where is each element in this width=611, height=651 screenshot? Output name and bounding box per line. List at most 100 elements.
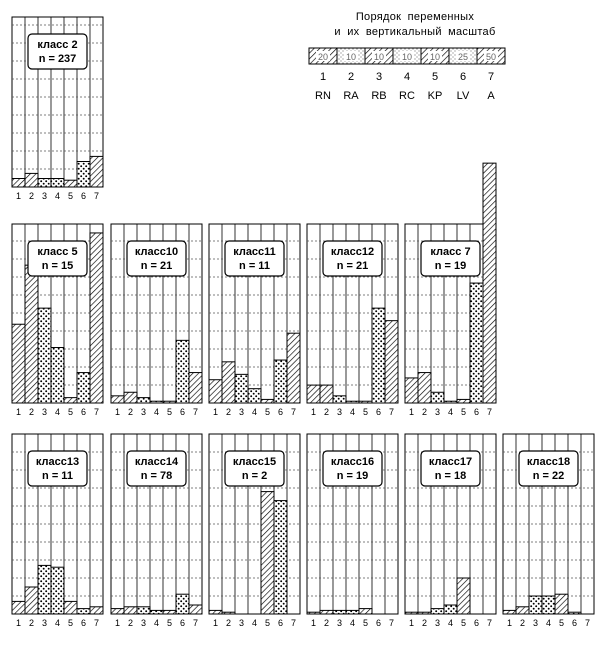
x-tick-label: 7 bbox=[193, 618, 198, 628]
bar-LV bbox=[76, 608, 91, 615]
x-tick-label: 1 bbox=[311, 618, 316, 628]
bar-KP bbox=[456, 577, 471, 615]
bar-RA bbox=[221, 361, 236, 404]
class-label: класс18 bbox=[527, 456, 570, 468]
class-count: n = 21 bbox=[141, 260, 173, 272]
bar-RA bbox=[123, 391, 138, 404]
class-label-box bbox=[27, 240, 88, 277]
panel-1: 1 2 3 4 5 6 7 класс 2 n = 237 bbox=[11, 16, 104, 201]
class-label-box bbox=[27, 33, 88, 70]
legend-scale-bg-2 bbox=[344, 51, 358, 61]
x-tick-label: 3 bbox=[42, 618, 47, 628]
panel-12: 1 2 3 4 5 6 7 класс18 n = 22 bbox=[502, 433, 595, 628]
x-tick-label: 7 bbox=[94, 407, 99, 417]
bar-RA bbox=[123, 606, 138, 615]
legend-scale-7: 50 bbox=[486, 52, 496, 62]
x-tick-label: 3 bbox=[435, 618, 440, 628]
x-tick-label: 7 bbox=[389, 618, 394, 628]
legend-number-5: 5 bbox=[432, 71, 438, 83]
x-tick-label: 6 bbox=[81, 407, 86, 417]
class-count: n = 78 bbox=[141, 470, 173, 482]
class-label: класс17 bbox=[429, 456, 472, 468]
x-tick-label: 3 bbox=[141, 618, 146, 628]
bar-LV bbox=[76, 161, 91, 188]
x-tick-label: 2 bbox=[29, 191, 34, 201]
x-tick-label: 6 bbox=[572, 618, 577, 628]
legend-code-7: A bbox=[487, 90, 495, 102]
bar-RC bbox=[149, 400, 164, 404]
legend-scale-5: 10 bbox=[430, 52, 440, 62]
class-label-box bbox=[224, 240, 285, 277]
class-label-box bbox=[27, 450, 88, 487]
panel-10: 1 2 3 4 5 6 7 класс16 n = 19 bbox=[306, 433, 399, 628]
x-tick-label: 5 bbox=[559, 618, 564, 628]
bar-KP bbox=[63, 600, 78, 615]
class-label: класс15 bbox=[233, 456, 276, 468]
legend-scale-1: 20 bbox=[318, 52, 328, 62]
legend-scale-6: 25 bbox=[458, 52, 468, 62]
x-tick-label: 1 bbox=[409, 618, 414, 628]
class-label: класс16 bbox=[331, 456, 374, 468]
x-tick-label: 4 bbox=[55, 191, 60, 201]
x-tick-label: 2 bbox=[128, 407, 133, 417]
x-tick-label: 7 bbox=[487, 407, 492, 417]
bar-RN bbox=[502, 609, 517, 615]
legend-scale-2: 10 bbox=[346, 52, 356, 62]
x-tick-label: 2 bbox=[29, 618, 34, 628]
bar-RB bbox=[528, 595, 543, 615]
panel-4: 1 2 3 4 5 6 7 класс11 n = 11 bbox=[208, 223, 301, 417]
bar-KP bbox=[554, 593, 569, 615]
bar-RA bbox=[417, 372, 432, 404]
bar-RC bbox=[443, 400, 458, 404]
bar-RB bbox=[332, 609, 347, 615]
x-tick-label: 3 bbox=[337, 618, 342, 628]
bar-KP bbox=[162, 400, 177, 404]
x-tick-label: 6 bbox=[474, 407, 479, 417]
bar-A bbox=[286, 332, 301, 404]
x-tick-label: 1 bbox=[311, 407, 316, 417]
legend-code-1: RN bbox=[315, 90, 331, 102]
legend-code-5: KP bbox=[428, 90, 443, 102]
legend-scale-bg-5 bbox=[428, 51, 442, 61]
bar-RA bbox=[319, 609, 334, 615]
class-label: класс 5 bbox=[37, 246, 77, 258]
x-tick-label: 5 bbox=[265, 407, 270, 417]
legend-code-6: LV bbox=[457, 90, 470, 102]
bar-KP bbox=[260, 491, 275, 615]
x-tick-label: 2 bbox=[226, 407, 231, 417]
bar-RB bbox=[37, 307, 52, 404]
bar-RC bbox=[50, 178, 65, 188]
x-tick-label: 3 bbox=[533, 618, 538, 628]
class-label-box bbox=[322, 240, 383, 277]
x-tick-label: 7 bbox=[487, 618, 492, 628]
x-tick-label: 1 bbox=[115, 407, 120, 417]
x-tick-label: 5 bbox=[68, 618, 73, 628]
bar-RN bbox=[11, 323, 26, 404]
x-tick-label: 4 bbox=[154, 407, 159, 417]
bar-A bbox=[384, 320, 399, 404]
x-tick-label: 2 bbox=[226, 618, 231, 628]
class-label-box bbox=[224, 450, 285, 487]
x-tick-label: 5 bbox=[461, 618, 466, 628]
x-tick-label: 7 bbox=[94, 191, 99, 201]
x-tick-label: 3 bbox=[42, 191, 47, 201]
x-tick-label: 1 bbox=[213, 407, 218, 417]
panel-3: 1 2 3 4 5 6 7 класс10 n = 21 bbox=[110, 223, 203, 417]
bar-LV bbox=[469, 282, 484, 404]
x-tick-label: 1 bbox=[16, 618, 21, 628]
panel-7: 1 2 3 4 5 6 7 класс13 n = 11 bbox=[11, 433, 104, 628]
legend-strip: 20 1 RN 10 2 RA 10 3 RB 10 4 RC 10 5 KP 25 6 LV 50 7 A bbox=[308, 47, 506, 102]
legend-title-line2: и их вертикальный масштаб bbox=[334, 26, 496, 38]
x-tick-label: 4 bbox=[252, 618, 257, 628]
x-tick-label: 6 bbox=[474, 618, 479, 628]
class-label: класс 2 bbox=[37, 39, 77, 51]
x-tick-label: 5 bbox=[68, 191, 73, 201]
x-tick-label: 2 bbox=[422, 407, 427, 417]
bar-RN bbox=[306, 384, 321, 404]
legend-number-7: 7 bbox=[488, 71, 494, 83]
class-label: класс13 bbox=[36, 456, 79, 468]
bar-RB bbox=[430, 391, 445, 404]
x-tick-label: 4 bbox=[154, 618, 159, 628]
class-count: n = 237 bbox=[39, 53, 77, 65]
